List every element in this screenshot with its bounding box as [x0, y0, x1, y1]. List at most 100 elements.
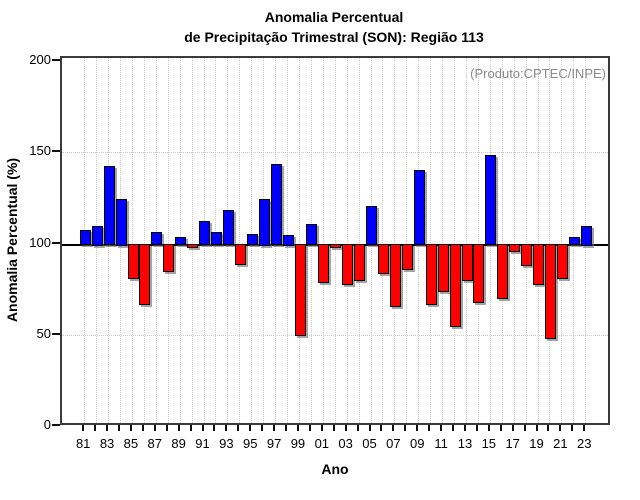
grid-vline [561, 58, 563, 423]
bar-2017 [509, 243, 521, 252]
bar-2015 [485, 155, 497, 246]
x-tick [332, 425, 335, 431]
x-tick [404, 425, 407, 431]
bar-2016 [497, 243, 509, 300]
x-tick [213, 425, 216, 431]
x-tick [201, 425, 204, 431]
bar-1991 [199, 220, 211, 246]
x-tick [82, 425, 85, 431]
bar-1987 [151, 231, 163, 246]
x-tick [94, 425, 97, 431]
grid-vline [298, 58, 300, 423]
x-tick-label: 95 [242, 436, 258, 451]
grid-vline [334, 58, 336, 423]
bar-1990 [187, 243, 199, 249]
x-tick-label: 87 [147, 436, 162, 451]
bar-2012 [449, 243, 461, 327]
x-axis-label: Ano [321, 461, 349, 477]
y-tick-label: 50 [36, 325, 51, 341]
x-tick-label: 09 [410, 436, 425, 451]
grid-vline [454, 58, 456, 423]
grid-vline [358, 58, 360, 423]
x-tick [129, 425, 132, 431]
x-tick [380, 425, 383, 431]
grid-vline [442, 58, 444, 423]
x-tick-label: 21 [553, 436, 568, 451]
grid-vline [406, 58, 408, 423]
x-tick [273, 425, 276, 431]
x-tick-label: 91 [195, 436, 210, 451]
x-tick [296, 425, 299, 431]
bar-1988 [163, 243, 175, 272]
grid-vline [477, 58, 479, 423]
x-tick [475, 425, 478, 431]
grid-vline [346, 58, 348, 423]
x-tick-label: 15 [481, 436, 497, 451]
x-tick-label: 85 [123, 436, 139, 451]
bar-1986 [139, 243, 151, 305]
grid-vline [191, 58, 193, 423]
grid-hline [62, 334, 608, 336]
grid-vline [465, 58, 467, 423]
bar-2009 [413, 169, 425, 246]
bar-1997 [270, 164, 282, 246]
bar-1985 [127, 243, 139, 280]
x-tick [165, 425, 168, 431]
y-tick [52, 424, 60, 426]
x-tick-label: 97 [266, 436, 282, 451]
x-tick [106, 425, 109, 431]
x-tick [535, 425, 538, 431]
bar-2018 [521, 243, 533, 267]
bar-2022 [568, 237, 580, 246]
x-tick-label: 13 [457, 436, 473, 451]
bar-2021 [557, 243, 568, 280]
x-tick [559, 425, 562, 431]
bar-2019 [533, 243, 545, 285]
chart-title-line1: Anomalia Percentual [264, 9, 404, 25]
bar-2023 [580, 226, 592, 246]
bar-2011 [437, 243, 449, 292]
x-tick-label: 99 [290, 436, 306, 451]
bar-1995 [246, 233, 258, 246]
x-tick-label: 93 [219, 436, 234, 451]
x-tick-label: 83 [99, 436, 115, 451]
bar-1996 [258, 198, 270, 246]
x-tick [356, 425, 359, 431]
x-tick [547, 425, 550, 431]
x-tick [571, 425, 574, 431]
grid-vline [131, 58, 133, 423]
bar-2007 [389, 243, 401, 307]
bar-1994 [234, 243, 246, 265]
bar-2010 [425, 243, 437, 305]
grid-vline [143, 58, 145, 423]
y-tick-label: 200 [29, 52, 51, 67]
x-tick [368, 425, 371, 431]
x-tick [416, 425, 419, 431]
y-tick-label: 0 [43, 417, 51, 432]
x-tick-label: 07 [386, 436, 401, 451]
bar-1983 [103, 166, 115, 246]
x-tick [261, 425, 264, 431]
grid-vline [382, 58, 384, 423]
bar-2001 [318, 243, 330, 283]
x-tick [428, 425, 431, 431]
bar-1998 [282, 235, 294, 246]
grid-vline [239, 58, 241, 423]
y-tick [52, 150, 60, 153]
x-tick [153, 425, 156, 431]
y-tick-label: 150 [29, 143, 51, 159]
x-tick [583, 425, 586, 431]
grid-vline [394, 58, 396, 423]
bar-2002 [330, 243, 342, 249]
grid-vline [322, 58, 324, 423]
x-tick [344, 425, 347, 431]
x-tick-label: 03 [338, 436, 353, 451]
bar-2008 [401, 243, 413, 271]
bar-1981 [79, 229, 91, 246]
bar-2003 [342, 243, 354, 285]
x-tick [141, 425, 144, 431]
grid-vline [501, 58, 503, 423]
bar-1989 [175, 237, 187, 246]
x-tick-label: 05 [362, 436, 377, 451]
